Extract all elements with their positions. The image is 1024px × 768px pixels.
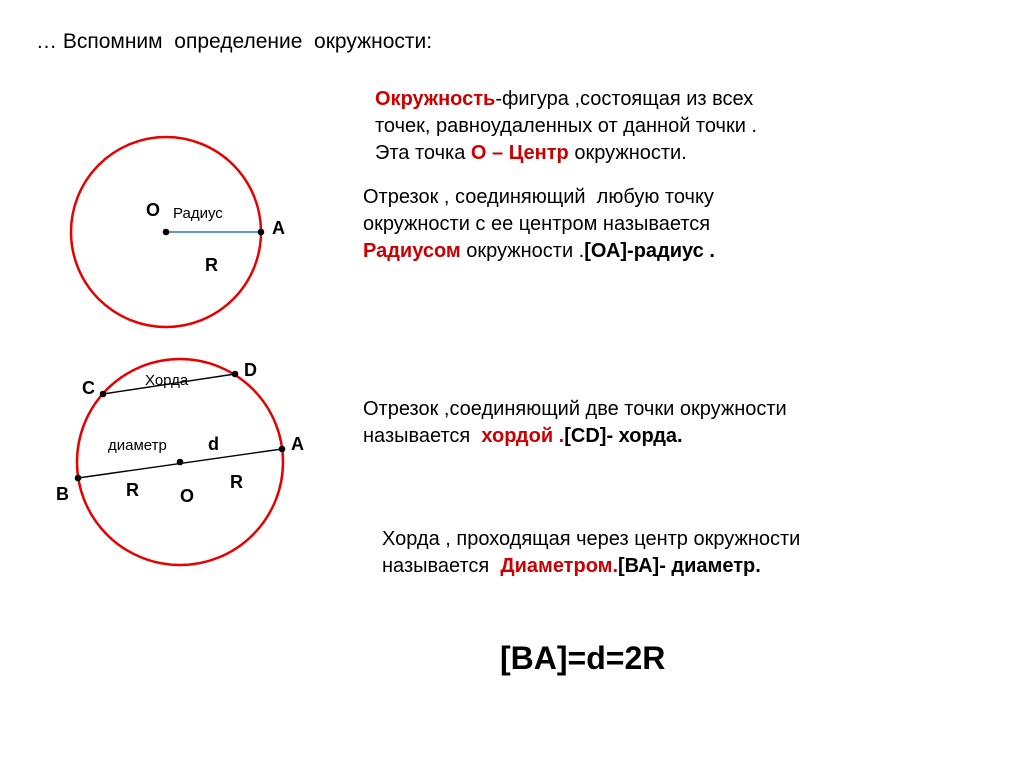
svg-text:диаметр: диаметр [108,437,167,454]
svg-text:О: О [180,486,194,506]
svg-text:С: С [82,378,95,398]
svg-text:О: О [146,200,160,220]
svg-text:A: A [291,434,304,454]
svg-text:R: R [126,480,139,500]
svg-text:D: D [244,360,257,380]
svg-text:R: R [205,255,218,275]
diagrams-svg: ОРадиусАRСDХордаABдиаметрdRRО [0,0,1024,768]
svg-text:B: B [56,484,69,504]
svg-text:Хорда: Хорда [145,372,189,389]
svg-text:d: d [208,434,219,454]
svg-text:R: R [230,472,243,492]
slide: … Вспомним определение окружности: Окруж… [0,0,1024,768]
svg-text:А: А [272,218,285,238]
svg-text:Радиус: Радиус [173,205,223,222]
